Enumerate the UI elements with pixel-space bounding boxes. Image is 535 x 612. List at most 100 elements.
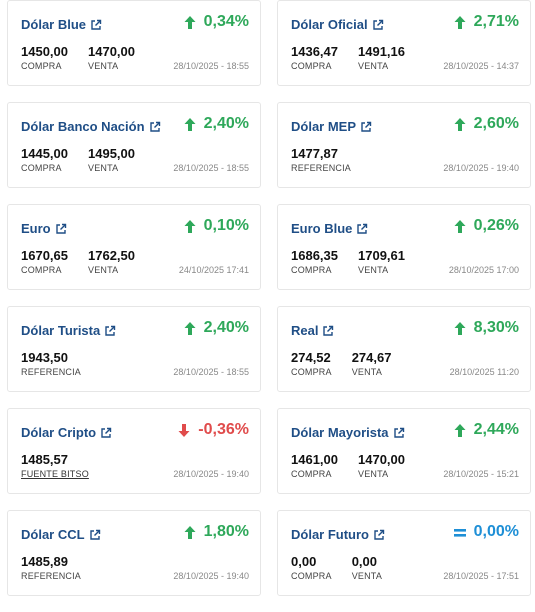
value-block: 1477,87 REFERENCIA [291, 146, 351, 174]
change-indicator: 2,40% [183, 319, 249, 337]
change-percent: 0,00% [473, 523, 519, 540]
price-value: 1436,47 [291, 44, 338, 59]
quote-card-dolar-banco-nacion: Dólar Banco Nación 2,40% 1445,00 COMPRA … [7, 102, 261, 188]
quote-card-euro: Euro 0,10% 1670,65 COMPRA 1762,50 VENTA … [7, 204, 261, 290]
price-value: 1470,00 [88, 44, 135, 59]
timestamp: 28/10/2025 - 17:51 [443, 571, 519, 581]
timestamp: 28/10/2025 - 15:21 [443, 469, 519, 479]
change-indicator: 0,34% [183, 13, 249, 31]
timestamp: 28/10/2025 - 18:55 [173, 367, 249, 377]
quote-card-dolar-ccl: Dólar CCL 1,80% 1485,89 REFERENCIA 28/10… [7, 510, 261, 596]
quote-title-link[interactable]: Real [291, 323, 334, 338]
value-block: 1495,00 VENTA [88, 146, 135, 174]
external-link-icon [360, 121, 372, 133]
arrow-up-icon [453, 117, 467, 132]
value-block: 1450,00 COMPRA [21, 44, 68, 72]
external-link-icon [149, 121, 161, 133]
price-value: 1495,00 [88, 146, 135, 161]
change-percent: 2,60% [473, 115, 519, 132]
source-link[interactable]: FUENTE BITSO [21, 469, 89, 479]
price-value: 1943,50 [21, 350, 68, 365]
quote-title: Real [291, 323, 319, 338]
quote-title-link[interactable]: Dólar CCL [21, 527, 101, 542]
timestamp: 28/10/2025 17:00 [448, 265, 519, 275]
quote-title-link[interactable]: Dólar Mayorista [291, 425, 405, 440]
price-value: 1477,87 [291, 146, 338, 161]
value-block: 1709,61 VENTA [358, 248, 405, 276]
quote-card-real: Real 8,30% 274,52 COMPRA 274,67 VENTA 28… [277, 306, 531, 392]
price-label: COMPRA [291, 367, 332, 377]
value-block: 1943,50 REFERENCIA [21, 350, 81, 378]
quote-title: Dólar Cripto [21, 425, 97, 440]
change-indicator: 2,40% [183, 115, 249, 133]
price-value: 0,00 [291, 554, 317, 569]
change-indicator: 8,30% [453, 319, 519, 337]
value-block: 1445,00 COMPRA [21, 146, 68, 174]
values-row: 1450,00 COMPRA 1470,00 VENTA [21, 44, 135, 72]
values-row: 1445,00 COMPRA 1495,00 VENTA [21, 146, 135, 174]
price-label: VENTA [88, 163, 119, 173]
change-indicator: 2,44% [453, 421, 519, 439]
values-row: 1485,57 FUENTE BITSO [21, 452, 89, 480]
external-link-icon [373, 529, 385, 541]
change-indicator: 0,26% [453, 217, 519, 235]
change-indicator: 0,10% [183, 217, 249, 235]
price-label: VENTA [351, 367, 383, 377]
arrow-up-icon [453, 15, 467, 30]
change-percent: 0,10% [203, 217, 249, 234]
quote-title-link[interactable]: Dólar Banco Nación [21, 119, 161, 134]
external-link-icon [104, 325, 116, 337]
external-link-icon [356, 223, 368, 235]
arrow-up-icon [183, 15, 197, 30]
change-indicator: -0,36% [177, 421, 249, 439]
quote-title: Dólar Futuro [291, 527, 369, 542]
price-value: 1762,50 [88, 248, 135, 263]
price-label: VENTA [358, 469, 389, 479]
quote-card-dolar-turista: Dólar Turista 2,40% 1943,50 REFERENCIA 2… [7, 306, 261, 392]
quote-title-link[interactable]: Dólar Oficial [291, 17, 384, 32]
price-value: 274,52 [291, 350, 331, 365]
external-link-icon [89, 529, 101, 541]
price-value: 1485,89 [21, 554, 68, 569]
arrow-up-icon [453, 321, 467, 336]
arrow-up-icon [453, 219, 467, 234]
quote-title-link[interactable]: Dólar Futuro [291, 527, 385, 542]
timestamp: 28/10/2025 - 18:55 [173, 163, 249, 173]
external-link-icon [372, 19, 384, 31]
price-label: VENTA [358, 265, 389, 275]
value-block: 0,00 COMPRA [291, 554, 332, 582]
change-percent: 2,40% [203, 319, 249, 336]
quote-title: Euro Blue [291, 221, 353, 236]
quote-title: Dólar MEP [291, 119, 357, 134]
value-block: 1461,00 COMPRA [291, 452, 338, 480]
values-row: 1943,50 REFERENCIA [21, 350, 81, 378]
quote-card-dolar-blue: Dólar Blue 0,34% 1450,00 COMPRA 1470,00 … [7, 0, 261, 86]
quote-card-dolar-mep: Dólar MEP 2,60% 1477,87 REFERENCIA 28/10… [277, 102, 531, 188]
value-block: 0,00 VENTA [352, 554, 382, 582]
values-row: 274,52 COMPRA 274,67 VENTA [291, 350, 391, 378]
price-value: 274,67 [351, 350, 392, 365]
quote-title-link[interactable]: Dólar Blue [21, 17, 102, 32]
timestamp: 28/10/2025 - 19:40 [173, 571, 249, 581]
quote-card-dolar-futuro: Dólar Futuro 0,00% 0,00 COMPRA 0,00 VENT… [277, 510, 531, 596]
value-block: 1686,35 COMPRA [291, 248, 338, 276]
quote-title-link[interactable]: Euro [21, 221, 67, 236]
external-link-icon [55, 223, 67, 235]
timestamp: 28/10/2025 - 19:40 [173, 469, 249, 479]
quote-title: Dólar Oficial [291, 17, 368, 32]
equals-icon [453, 525, 467, 540]
change-indicator: 2,71% [453, 13, 519, 31]
values-row: 1477,87 REFERENCIA [291, 146, 351, 174]
price-label: COMPRA [291, 265, 332, 275]
value-block: 1670,65 COMPRA [21, 248, 68, 276]
quote-title-link[interactable]: Euro Blue [291, 221, 368, 236]
value-block: 1485,57 FUENTE BITSO [21, 452, 89, 480]
quote-title-link[interactable]: Dólar Turista [21, 323, 116, 338]
quote-title-link[interactable]: Dólar MEP [291, 119, 372, 134]
quote-card-euro-blue: Euro Blue 0,26% 1686,35 COMPRA 1709,61 V… [277, 204, 531, 290]
quote-title-link[interactable]: Dólar Cripto [21, 425, 112, 440]
external-link-icon [393, 427, 405, 439]
change-indicator: 2,60% [453, 115, 519, 133]
price-value: 1670,65 [21, 248, 68, 263]
